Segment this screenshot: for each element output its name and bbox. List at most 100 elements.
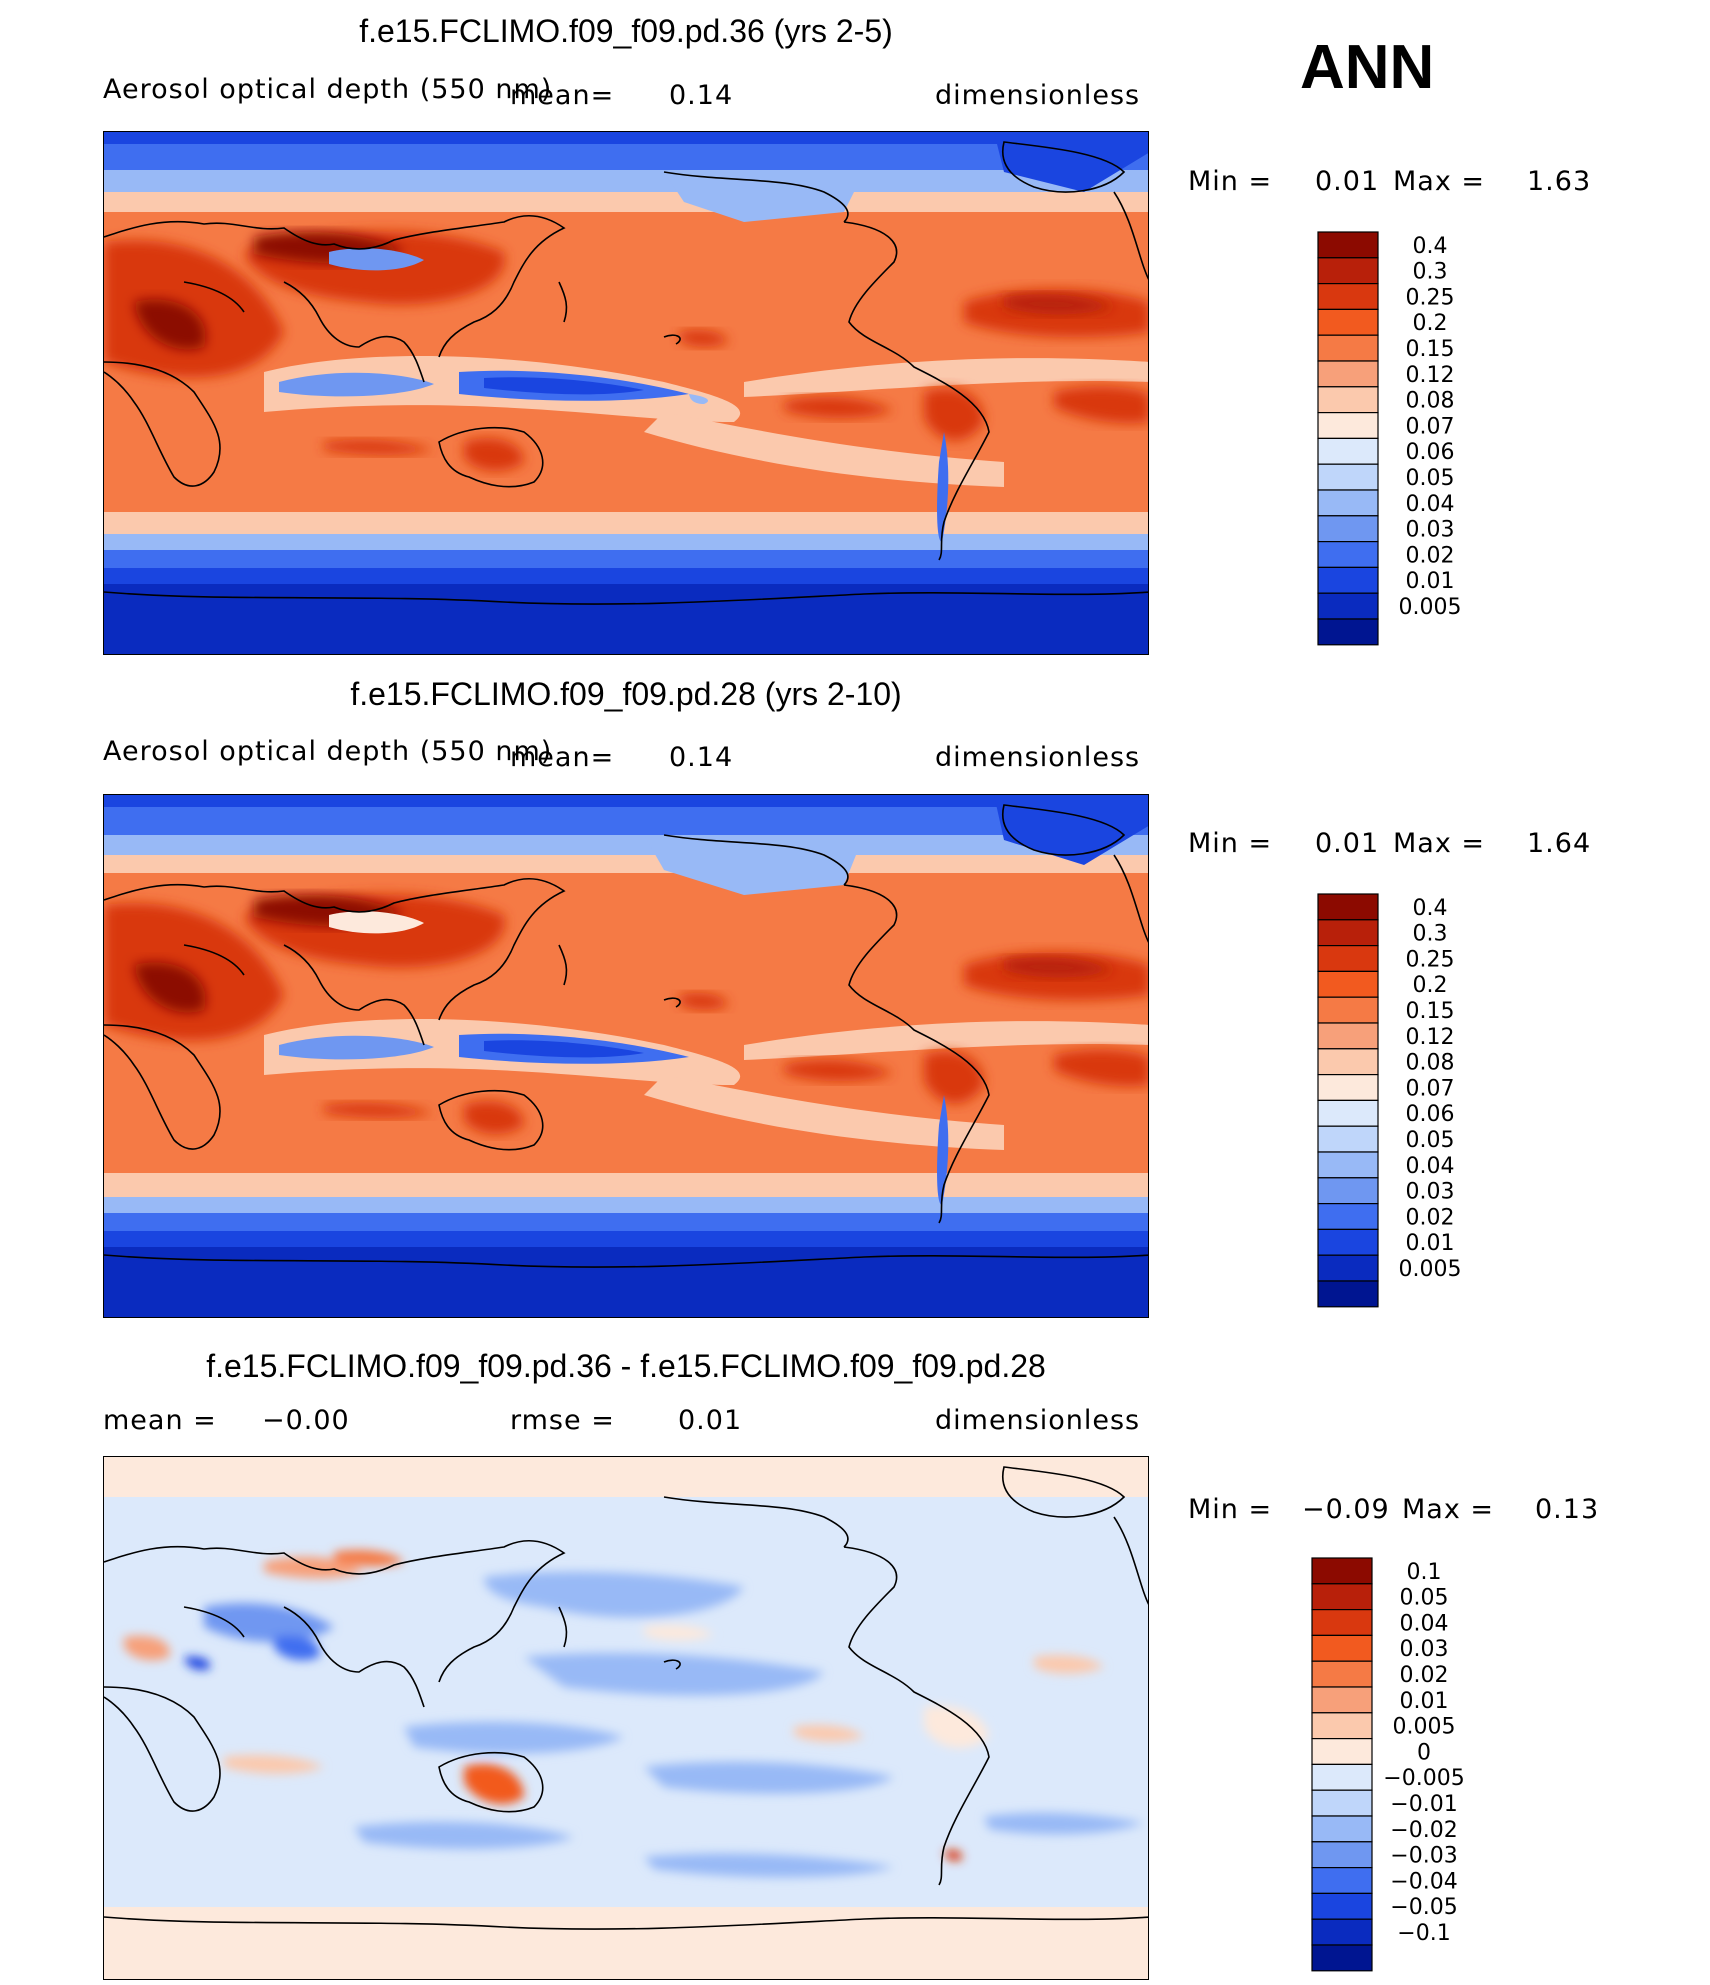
- colorbar-swatch: [1311, 1867, 1373, 1895]
- colorbar-level-label: −0.03: [1390, 1844, 1457, 1869]
- panel-1-map-svg: [104, 132, 1148, 654]
- colorbar-level-label: 0.2: [1413, 311, 1448, 336]
- colorbar-swatch: [1317, 970, 1379, 998]
- panel-2-units: dimensionless: [935, 742, 1141, 773]
- panel-3-min-label: Min =: [1188, 1494, 1273, 1525]
- colorbar-level-label: 0.06: [1406, 440, 1455, 465]
- panel-1-mean-label: mean=: [510, 80, 615, 111]
- colorbar-level-label: 0.005: [1393, 1715, 1456, 1740]
- panel-2-field: [104, 795, 1148, 1317]
- colorbar-swatch: [1317, 257, 1379, 285]
- colorbar-level-label: 0.03: [1406, 1180, 1455, 1205]
- colorbar-level-label: 0.005: [1399, 595, 1462, 620]
- panel-3-mean-value: −0.00: [262, 1405, 350, 1436]
- colorbar-swatch: [1317, 386, 1379, 414]
- colorbar-swatch: [1311, 1892, 1373, 1920]
- panel-1-min-value: 0.01: [1315, 166, 1380, 197]
- panel-3-map-svg: [104, 1457, 1148, 1979]
- colorbar-level-label: 0.06: [1406, 1102, 1455, 1127]
- colorbar-level-label: 0.15: [1406, 999, 1455, 1024]
- colorbar-swatch: [1317, 231, 1379, 259]
- colorbar-level-label: 0.05: [1406, 1128, 1455, 1153]
- panel-1-colorbar: 0.4 0.3 0.25 0.2 0.15 0.12 0.08 0.07 0.06 0.05 0.0…: [1317, 231, 1518, 647]
- colorbar-swatch: [1311, 1634, 1373, 1662]
- colorbar-swatch: [1317, 463, 1379, 491]
- colorbar-level-label: 0.02: [1400, 1663, 1449, 1688]
- colorbar-level-label: −0.02: [1390, 1818, 1457, 1843]
- colorbar-swatch: [1311, 1660, 1373, 1688]
- panel-3-title: f.e15.FCLIMO.f09_f09.pd.36 - f.e15.FCLIM…: [206, 1348, 1046, 1384]
- colorbar-swatch: [1311, 1815, 1373, 1843]
- panel-2-mean-value: 0.14: [669, 742, 734, 773]
- colorbar-swatch: [1317, 334, 1379, 362]
- colorbar-swatch: [1317, 412, 1379, 440]
- colorbar-level-label: 0.02: [1406, 1205, 1455, 1230]
- colorbar-level-label: 0.02: [1406, 543, 1455, 568]
- panel-2-max-value: 1.64: [1527, 828, 1592, 859]
- panel-2-variable: Aerosol optical depth (550 nm): [103, 736, 553, 767]
- colorbar-swatch: [1317, 996, 1379, 1024]
- colorbar-level-label: 0.03: [1400, 1637, 1449, 1662]
- colorbar-level-label: −0.005: [1383, 1766, 1464, 1791]
- panel-1-colorbar-svg: 0.40.30.250.20.150.120.080.070.060.050.0…: [1317, 231, 1462, 646]
- colorbar-swatch: [1311, 1918, 1373, 1946]
- colorbar-level-label: 0.005: [1399, 1257, 1462, 1282]
- panel-1-coastlines: [104, 141, 1148, 605]
- colorbar-level-label: 0.01: [1400, 1689, 1449, 1714]
- colorbar-level-label: 0.2: [1413, 973, 1448, 998]
- panel-2-title: f.e15.FCLIMO.f09_f09.pd.28 (yrs 2-10): [350, 676, 902, 712]
- colorbar-level-label: 0.25: [1406, 285, 1455, 310]
- colorbar-swatch: [1317, 618, 1379, 646]
- colorbar-swatch: [1317, 437, 1379, 465]
- colorbar-swatch: [1311, 1557, 1373, 1585]
- colorbar-swatch: [1311, 1841, 1373, 1869]
- colorbar-swatch: [1317, 541, 1379, 569]
- colorbar-swatch: [1311, 1686, 1373, 1714]
- colorbar-level-label: −0.05: [1390, 1895, 1457, 1920]
- colorbar-level-label: 0.05: [1400, 1586, 1449, 1611]
- colorbar-swatch: [1317, 1125, 1379, 1153]
- colorbar-level-label: 0.01: [1406, 1231, 1455, 1256]
- colorbar-level-label: 0.15: [1406, 337, 1455, 362]
- panel-2-map: [103, 794, 1149, 1318]
- panel-3-rmse-label: rmse =: [510, 1405, 615, 1436]
- panel-2-max-label: Max =: [1393, 828, 1486, 859]
- colorbar-swatch: [1317, 282, 1379, 310]
- colorbar-swatch: [1317, 1254, 1379, 1282]
- panel-3-max-value: 0.13: [1535, 1494, 1600, 1525]
- colorbar-level-label: 0.07: [1406, 1076, 1455, 1101]
- colorbar-swatch: [1317, 308, 1379, 336]
- colorbar-swatch: [1317, 1074, 1379, 1102]
- colorbar-swatch: [1311, 1738, 1373, 1766]
- colorbar-level-label: 0: [1417, 1740, 1431, 1765]
- panel-3-field: [104, 1457, 1148, 1979]
- colorbar-swatch: [1311, 1944, 1373, 1972]
- panel-3-map: [103, 1456, 1149, 1980]
- colorbar-swatch: [1317, 566, 1379, 594]
- colorbar-swatch: [1317, 1228, 1379, 1256]
- colorbar-swatch: [1317, 944, 1379, 972]
- panel-1-map: [103, 131, 1149, 655]
- colorbar-swatch: [1317, 360, 1379, 388]
- colorbar-swatch: [1311, 1583, 1373, 1611]
- colorbar-swatch: [1311, 1608, 1373, 1636]
- colorbar-level-label: 0.01: [1406, 569, 1455, 594]
- colorbar-level-label: 0.05: [1406, 466, 1455, 491]
- panel-2-min-value: 0.01: [1315, 828, 1380, 859]
- colorbar-swatch: [1317, 1151, 1379, 1179]
- colorbar-level-label: 0.08: [1406, 1051, 1455, 1076]
- colorbar-level-label: 0.4: [1413, 896, 1448, 921]
- colorbar-swatch: [1311, 1789, 1373, 1817]
- colorbar-level-label: 0.3: [1413, 260, 1448, 285]
- panel-1-field: [104, 132, 1148, 654]
- panel-3-mean-label: mean =: [103, 1405, 217, 1436]
- panel-1-variable: Aerosol optical depth (550 nm): [103, 74, 553, 105]
- panel-1-mean-value: 0.14: [669, 80, 734, 111]
- colorbar-level-label: 0.04: [1406, 492, 1455, 517]
- colorbar-swatch: [1317, 1099, 1379, 1127]
- colorbar-level-label: 0.12: [1406, 1025, 1455, 1050]
- colorbar-swatch: [1317, 1177, 1379, 1205]
- colorbar-swatch: [1317, 1203, 1379, 1231]
- colorbar-level-label: −0.01: [1390, 1792, 1457, 1817]
- colorbar-level-label: 0.08: [1406, 389, 1455, 414]
